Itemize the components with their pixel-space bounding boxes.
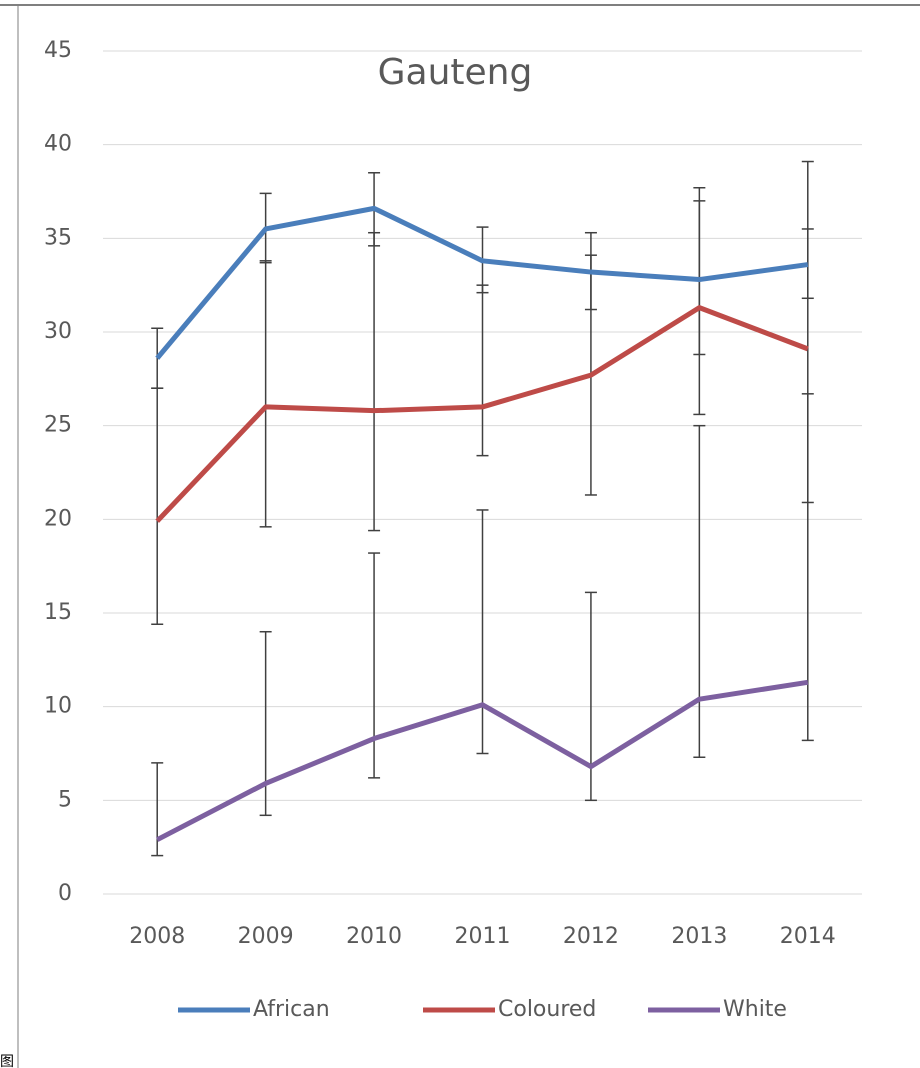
error-bar: [368, 231, 381, 532]
legend-label: White: [723, 997, 787, 1022]
x-tick-label: 2013: [671, 924, 727, 949]
y-tick-label: 40: [44, 132, 72, 157]
error-bar: [151, 762, 164, 857]
x-tick-label: 2009: [238, 924, 294, 949]
error-bar: [368, 552, 381, 779]
error-bar: [476, 509, 489, 755]
y-tick-label: 10: [44, 694, 72, 719]
error-bar: [801, 393, 814, 742]
y-tick-label: 20: [44, 506, 72, 531]
series-line: [156, 679, 809, 842]
error-bar: [693, 424, 706, 758]
error-bar: [151, 387, 164, 625]
x-tick-label: 2008: [129, 924, 185, 949]
y-tick-label: 15: [44, 600, 72, 625]
x-tick-label: 2011: [455, 924, 511, 949]
y-tick-label: 30: [44, 319, 72, 344]
y-tick-label: 0: [58, 881, 72, 906]
error-bar: [259, 260, 272, 528]
x-tick-label: 2012: [563, 924, 619, 949]
error-bar: [151, 327, 164, 389]
x-tick-label: 2010: [346, 924, 402, 949]
error-bar: [584, 591, 597, 802]
error-bar: [476, 284, 489, 457]
y-tick-label: 35: [44, 225, 72, 250]
y-tick-label: 5: [58, 787, 72, 812]
x-tick-label: 2014: [780, 924, 836, 949]
series-line: [155, 305, 809, 523]
chart-title: Gauteng: [378, 52, 533, 93]
legend-label: Coloured: [498, 997, 596, 1022]
y-tick-label: 25: [44, 413, 72, 438]
y-tick-label: 45: [44, 38, 72, 63]
series-line: [155, 205, 809, 360]
corner-label: 图: [0, 1054, 14, 1068]
legend-label: African: [253, 997, 330, 1022]
